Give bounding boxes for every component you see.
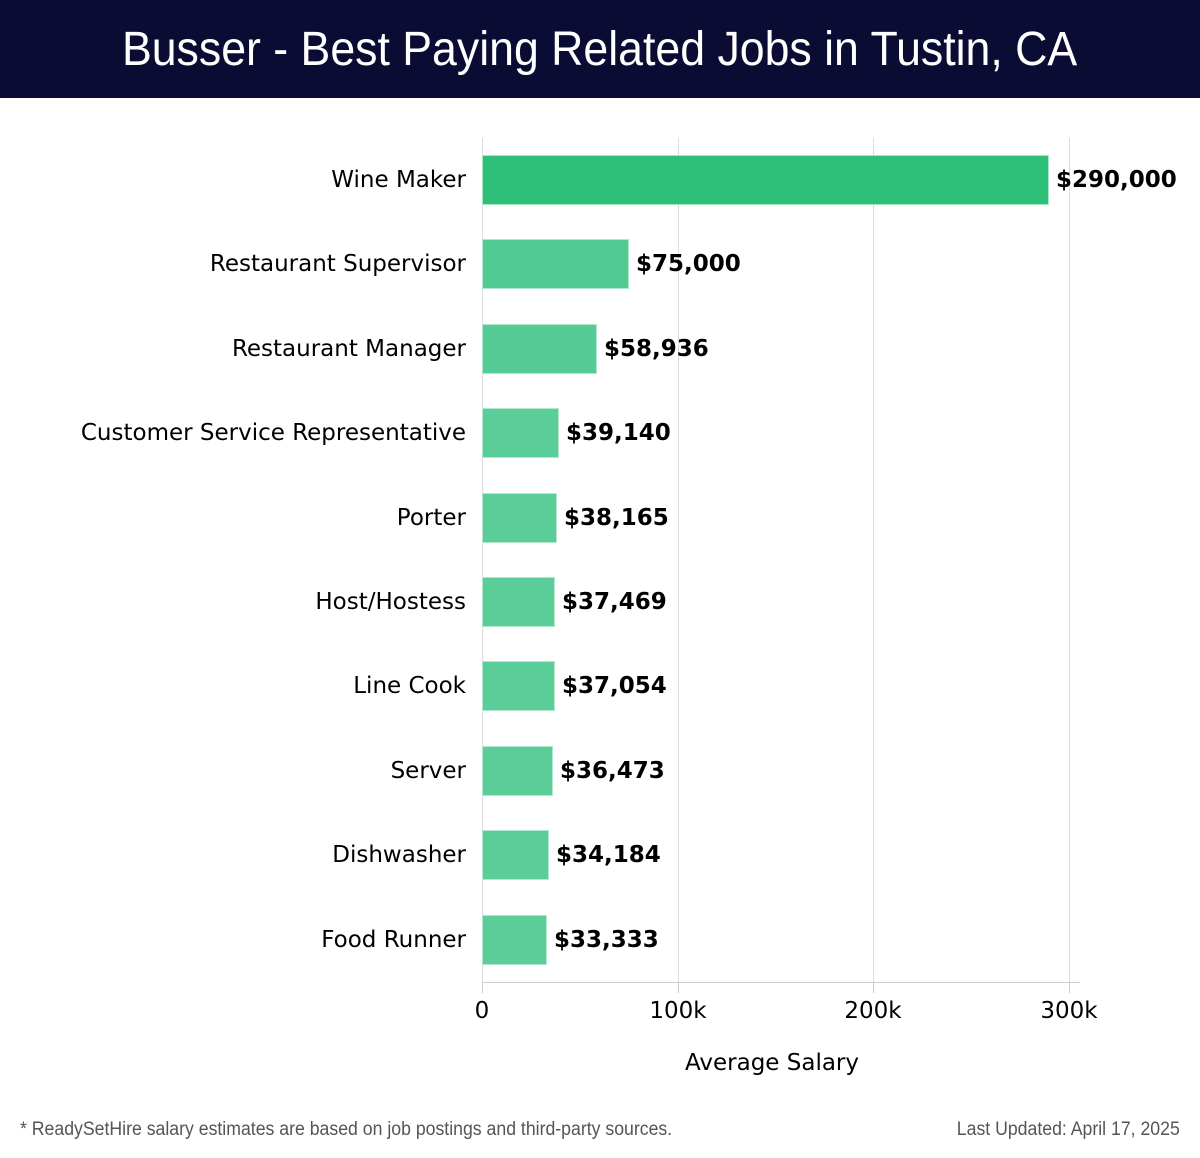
bar-value-label: $58,936 — [604, 335, 709, 362]
gridline-100k — [678, 138, 679, 983]
x-axis-title: Average Salary — [684, 1050, 860, 1076]
category-label: Line Cook — [353, 673, 466, 700]
x-tick-300k — [1069, 983, 1070, 993]
bar — [482, 914, 547, 965]
gridline-0 — [482, 138, 483, 983]
bar — [482, 155, 1049, 205]
bar — [482, 661, 555, 712]
bar — [482, 577, 555, 627]
bar-value-label: $290,000 — [1056, 167, 1177, 193]
x-tick-label: 0 — [474, 998, 490, 1024]
category-label: Dishwasher — [332, 842, 466, 869]
chart-title: Busser - Best Paying Related Jobs in Tus… — [122, 22, 1078, 76]
chart-header: Busser - Best Paying Related Jobs in Tus… — [0, 0, 1200, 98]
x-tick-label: 200k — [844, 998, 902, 1024]
category-label: Customer Service Representative — [80, 420, 466, 447]
x-tick-label: 100k — [649, 998, 707, 1024]
bar-value-label: $33,333 — [554, 926, 659, 953]
bar-value-label: $34,184 — [556, 842, 661, 869]
bar — [482, 239, 629, 290]
bar — [482, 408, 559, 459]
bar — [482, 745, 553, 796]
category-label: Host/Hostess — [315, 589, 466, 615]
bar-value-label: $75,000 — [636, 251, 741, 278]
category-label: Porter — [396, 504, 466, 531]
bar-value-label: $37,054 — [562, 673, 667, 700]
category-label: Wine Maker — [331, 167, 466, 193]
last-updated: Last Updated: April 17, 2025 — [956, 1119, 1180, 1140]
x-axis-line — [482, 982, 1080, 983]
bar-value-label: $37,469 — [562, 589, 667, 615]
category-label: Restaurant Manager — [231, 335, 466, 362]
gridline-200k — [873, 138, 874, 983]
category-label: Server — [390, 757, 466, 784]
x-tick-200k — [873, 983, 874, 993]
x-tick-label: 300k — [1040, 998, 1098, 1024]
bar-value-label: $36,473 — [560, 757, 665, 784]
x-tick-0 — [482, 983, 483, 993]
bar-value-label: $39,140 — [566, 420, 671, 447]
plot-area: 0 100k 200k 300k Average Salary $290,000… — [475, 138, 1177, 1076]
x-tick-100k — [678, 983, 679, 993]
category-label: Restaurant Supervisor — [209, 251, 466, 278]
bar — [482, 323, 597, 374]
bar-value-label: $38,165 — [564, 504, 669, 531]
footer-disclaimer: * ReadySetHire salary estimates are base… — [20, 1119, 673, 1140]
bar — [482, 830, 549, 881]
gridline-300k — [1069, 138, 1070, 983]
bar — [482, 492, 557, 543]
category-label: Food Runner — [321, 926, 466, 953]
